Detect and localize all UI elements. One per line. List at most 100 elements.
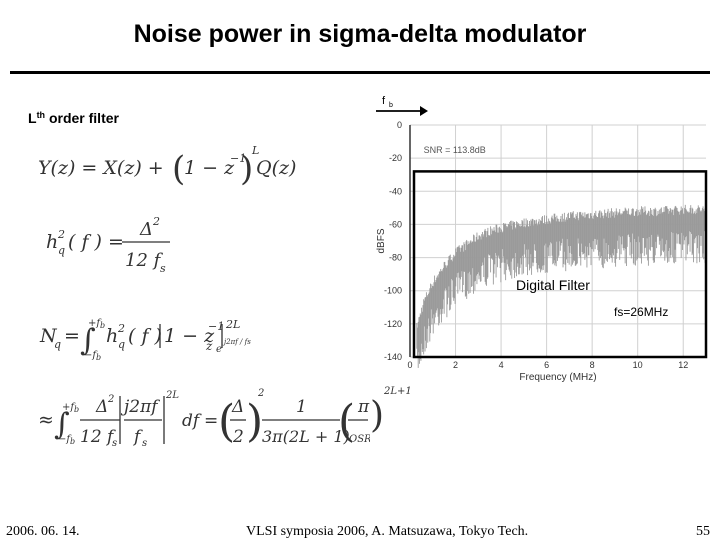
x-tick-label-1: 2 bbox=[453, 360, 458, 370]
filter-order-label: Lth order filter bbox=[28, 110, 119, 126]
eq3-e: e bbox=[216, 344, 222, 355]
eq3-integral: ∫ bbox=[80, 323, 96, 358]
y-tick-label-0: 0 bbox=[397, 120, 402, 130]
page-number: 55 bbox=[696, 524, 710, 539]
eq4-f1-den-sub: s bbox=[112, 438, 117, 449]
y-tick-label-6: -120 bbox=[384, 319, 402, 329]
eq4-f3-den: 2 bbox=[232, 427, 244, 447]
eq4-f5-num: π bbox=[357, 397, 370, 417]
equation-transfer: Y(z) = X(z) + ( 1 − z −1 ) L Q(z) bbox=[38, 144, 296, 189]
eq1-lparen: ( bbox=[172, 149, 185, 189]
eq4-rparen2: ) bbox=[370, 395, 385, 436]
eq2-sup: 2 bbox=[57, 228, 65, 241]
eq1-exp: −1 bbox=[230, 152, 246, 165]
eq1-rparen: ) bbox=[240, 149, 253, 189]
eq2-num: Δ bbox=[139, 219, 153, 240]
eq1-rhs: Q(z) bbox=[256, 157, 296, 179]
eq4-rparen1: ) bbox=[246, 396, 263, 447]
eq3-lower-sub: b bbox=[96, 353, 101, 362]
eq4-upper: +f bbox=[62, 402, 76, 413]
eq2-arg: ( f ) = bbox=[68, 231, 124, 253]
chart-x-label: Frequency (MHz) bbox=[519, 372, 596, 383]
x-tick-label-4: 8 bbox=[590, 360, 595, 370]
eq4-approx: ≈ bbox=[38, 409, 54, 431]
eq4-upper-sub: b bbox=[74, 405, 79, 414]
eq4-f2-den-sub: s bbox=[142, 438, 147, 449]
filter-label-text: order filter bbox=[45, 110, 119, 126]
eq1-body: 1 − z bbox=[184, 157, 235, 179]
equation-noise-power: N q = ∫ +f b −f b h 2 q ( f ) 1 − z −1 2… bbox=[39, 318, 251, 362]
x-tick-label-5: 10 bbox=[633, 360, 643, 370]
eq3-factor: 1 − z bbox=[164, 325, 215, 347]
eq4-f5-den: OSR bbox=[349, 434, 370, 445]
fb-label-sub: b bbox=[389, 102, 393, 109]
eq3-int-sub: q bbox=[118, 338, 125, 351]
eq3-int-sup: 2 bbox=[117, 322, 125, 335]
footer-credit: VLSI symposia 2006, A. Matsuzawa, Tokyo … bbox=[246, 524, 529, 539]
snr-annotation: SNR = 113.8dB bbox=[424, 145, 486, 155]
eq3-lower: −f bbox=[84, 350, 98, 361]
fs-label: fs=26MHz bbox=[614, 305, 668, 319]
eq3-z: z bbox=[205, 339, 213, 353]
equations-area: Y(z) = X(z) + ( 1 − z −1 ) L Q(z) h 2 q … bbox=[38, 144, 370, 449]
eq2-den-sub: s bbox=[160, 262, 166, 275]
eq2-den: 12 f bbox=[125, 250, 164, 271]
title-divider bbox=[10, 71, 710, 74]
y-tick-label-3: -60 bbox=[389, 219, 402, 229]
y-tick-label-5: -100 bbox=[384, 286, 402, 296]
equation-approximation: ≈ ∫ +f b −f b Δ 2 12 f s j2πf f s 2L df … bbox=[38, 388, 370, 449]
eq4-f1-den: 12 f bbox=[80, 427, 116, 447]
chart-series-noise bbox=[416, 204, 707, 368]
x-tick-label-6: 12 bbox=[678, 360, 688, 370]
eq4-equals: = bbox=[204, 411, 218, 431]
y-tick-label-2: -40 bbox=[389, 186, 402, 196]
eq4-df: df bbox=[182, 411, 202, 431]
footer-date: 2006. 06. 14. bbox=[6, 524, 80, 539]
eq4-lower: −f bbox=[58, 434, 72, 445]
chart-y-ticks: 0 -20 -40 -60 -80 -100 -120 -140 bbox=[384, 120, 402, 362]
digital-filter-box bbox=[412, 170, 708, 359]
x-tick-label-3: 6 bbox=[544, 360, 549, 370]
filter-label-L: L bbox=[28, 110, 37, 126]
equation-noise-density: h 2 q ( f ) = Δ 2 12 f s bbox=[46, 215, 170, 275]
digital-filter-label: Digital Filter bbox=[516, 277, 590, 293]
eq3-integrand: h bbox=[106, 325, 118, 347]
eq3-equals: = bbox=[64, 325, 80, 347]
eq4-f1-num: Δ bbox=[95, 397, 108, 417]
chart-x-ticks: 0 2 4 6 8 10 12 bbox=[407, 360, 688, 370]
fb-arrow-head bbox=[420, 106, 428, 116]
chart-y-label: dBFS bbox=[376, 228, 387, 253]
eq3-e-sup: j2πf / fs bbox=[222, 338, 251, 346]
eq3-upper-sub: b bbox=[100, 321, 105, 330]
eq4-power1: 2L bbox=[165, 390, 179, 401]
eq2-num-sup: 2 bbox=[152, 215, 160, 228]
eq4-f3-num: Δ bbox=[231, 397, 244, 417]
fb-label: f bbox=[382, 95, 386, 107]
noise-spectrum-chart: 0 -20 -40 -60 -80 -100 -120 -140 0 2 4 6 8 10 12 dBFS… bbox=[376, 95, 708, 383]
eq1-lhs: Y(z) = X(z) + bbox=[38, 157, 164, 179]
eq3-integrand2: ( f ) bbox=[128, 325, 162, 347]
eq3-exp: −1 bbox=[208, 320, 224, 333]
eq4-power3: 2L+1 bbox=[384, 386, 412, 397]
eq4-f4-num: 1 bbox=[296, 397, 307, 417]
eq3-sub: q bbox=[54, 338, 61, 351]
slide-title: Noise power in sigma-delta modulator bbox=[133, 20, 587, 48]
eq4-power2: 2 bbox=[257, 388, 264, 399]
eq2-sub: q bbox=[58, 244, 65, 257]
eq3-upper: +f bbox=[88, 318, 102, 329]
eq4-lparen2: ( bbox=[338, 396, 355, 447]
eq4-lparen1: ( bbox=[218, 396, 235, 447]
eq4-f1-num-sup: 2 bbox=[107, 394, 114, 405]
eq4-integral: ∫ bbox=[54, 407, 70, 442]
y-tick-label-1: -20 bbox=[389, 153, 402, 163]
filter-label-sup: th bbox=[36, 110, 46, 120]
eq4-lower-sub: b bbox=[70, 437, 75, 446]
x-tick-label-2: 4 bbox=[499, 360, 504, 370]
eq1-power: L bbox=[251, 144, 259, 157]
eq4-f2-den: f bbox=[132, 427, 143, 447]
eq3-lhs: N bbox=[39, 325, 58, 347]
x-tick-label-0: 0 bbox=[407, 360, 412, 370]
y-tick-label-4: -80 bbox=[389, 253, 402, 263]
eq4-f2-num: j2πf bbox=[120, 397, 160, 417]
eq2-lhs: h bbox=[46, 231, 58, 253]
